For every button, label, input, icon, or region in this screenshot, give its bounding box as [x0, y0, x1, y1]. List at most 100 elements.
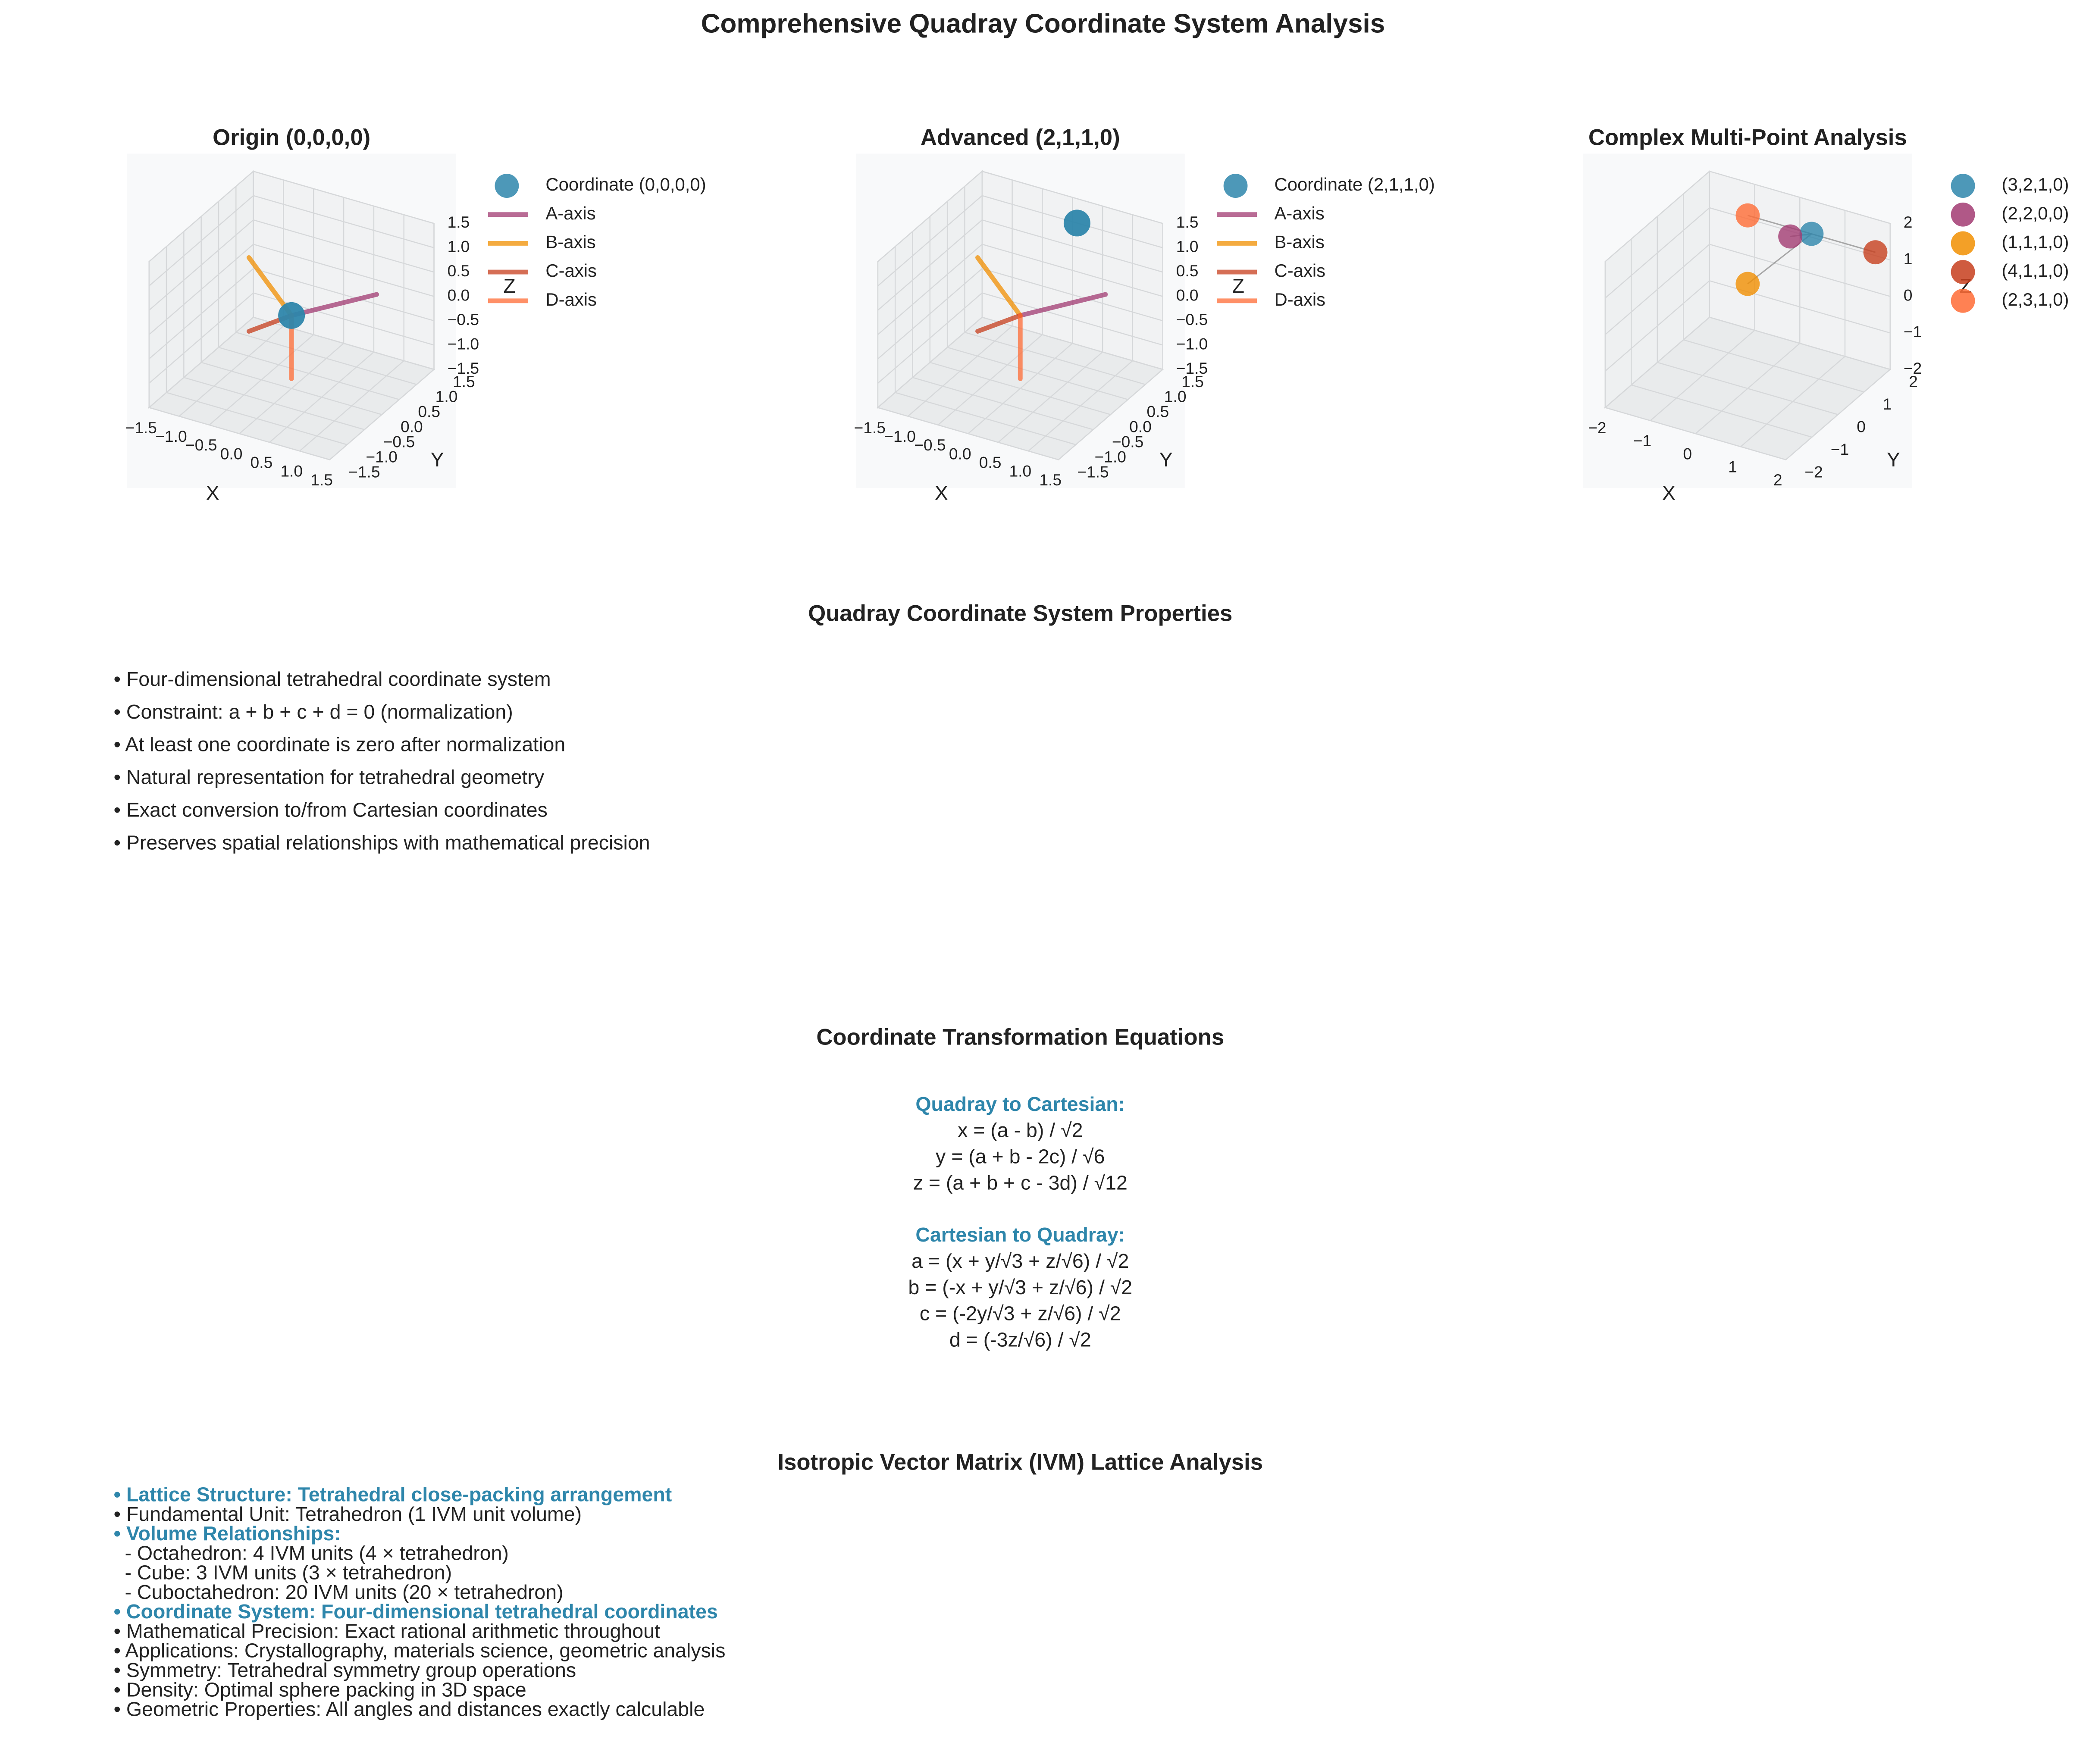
- legend-label: A-axis: [545, 203, 595, 223]
- grid-line: [982, 316, 1163, 370]
- subplot-title: Origin (0,0,0,0): [213, 125, 370, 150]
- axis-line: [975, 255, 1023, 318]
- legend-label: (1,1,1,0): [2002, 231, 2069, 252]
- z-tick-label: −0.5: [1176, 310, 1208, 328]
- ivm-line: • Fundamental Unit: Tetrahedron (1 IVM u…: [114, 1503, 582, 1525]
- grid-line: [877, 244, 983, 335]
- z-tick-label: −2: [1904, 359, 1922, 377]
- ivm-line: • Mathematical Precision: Exact rational…: [114, 1620, 660, 1642]
- subplot-title: Advanced (2,1,1,0): [921, 125, 1120, 150]
- grid-line: [965, 332, 1146, 385]
- grid-line: [148, 195, 254, 287]
- grid-line: [1631, 384, 1812, 438]
- ivm-line: • Density: Optimal sphere packing in 3D …: [114, 1678, 526, 1701]
- grid-line: [877, 195, 983, 287]
- z-tick-label: 1.5: [1176, 213, 1199, 231]
- z-tick-label: 0.0: [448, 286, 470, 304]
- grid-line: [982, 268, 1163, 322]
- grid-line: [253, 244, 434, 297]
- y-tick-label: −1.5: [348, 463, 380, 481]
- equation: b = (-x + y/√3 + z/√6) / √2: [908, 1276, 1132, 1298]
- grid-line: [253, 268, 434, 322]
- x-axis-label: X: [1662, 482, 1676, 504]
- grid-line: [982, 171, 1163, 224]
- data-point: [1735, 203, 1760, 228]
- y-tick-label: 1.0: [1164, 388, 1187, 406]
- grid-line: [1683, 339, 1864, 393]
- property-item: • Preserves spatial relationships with m…: [114, 832, 650, 854]
- grid-line: [148, 292, 254, 384]
- section-title: Isotropic Vector Matrix (IVM) Lattice An…: [777, 1450, 1263, 1475]
- y-tick-label: 0.5: [418, 403, 440, 421]
- grid-line: [1709, 316, 1891, 370]
- grid-line: [166, 392, 348, 445]
- legend-marker: [1951, 288, 1975, 313]
- section-title: Quadray Coordinate System Properties: [808, 601, 1232, 626]
- z-tick-label: −1.0: [448, 335, 479, 353]
- data-point: [1863, 240, 1888, 265]
- data-point: [1735, 272, 1760, 296]
- axis-line: [975, 313, 1023, 334]
- legend-marker: [495, 174, 519, 198]
- x-tick-label: −1.5: [854, 419, 886, 437]
- y-tick-label: −1: [1831, 440, 1849, 458]
- z-tick-label: −1: [1904, 322, 1922, 341]
- grid-line: [877, 407, 1059, 460]
- z-tick-label: 2: [1904, 213, 1913, 231]
- z-tick-label: 0.0: [1176, 286, 1199, 304]
- legend-label: C-axis: [1275, 260, 1326, 281]
- x-axis-label: X: [206, 482, 219, 504]
- legend-label: (2,2,0,0): [2002, 203, 2069, 223]
- x-tick-label: 1: [1728, 458, 1737, 476]
- legend-label: C-axis: [545, 260, 597, 281]
- z-tick-label: 0: [1904, 286, 1913, 304]
- legend-label: (4,1,1,0): [2002, 260, 2069, 281]
- x-tick-label: 0.0: [220, 444, 243, 463]
- equation-heading: Cartesian to Quadray:: [915, 1223, 1125, 1246]
- y-tick-label: −1.0: [1095, 447, 1126, 466]
- z-tick-label: 1.0: [448, 238, 470, 256]
- x-tick-label: −1.0: [155, 427, 187, 445]
- grid-line: [877, 268, 983, 360]
- equation: d = (-3z/√6) / √2: [949, 1328, 1091, 1351]
- legend-label: D-axis: [1275, 289, 1326, 310]
- legend-label: A-axis: [1275, 203, 1325, 223]
- data-point: [1063, 210, 1090, 237]
- grid-line: [148, 219, 254, 311]
- x-tick-label: −2: [1588, 419, 1606, 437]
- x-tick-label: −1.0: [884, 427, 915, 445]
- ivm-line: - Octahedron: 4 IVM units (4 × tetrahedr…: [114, 1542, 509, 1564]
- x-tick-label: −1.5: [125, 419, 157, 437]
- grid-line: [148, 268, 254, 360]
- grid-line: [1605, 207, 1710, 299]
- x-tick-label: 2: [1773, 471, 1782, 489]
- legend-label: B-axis: [545, 231, 595, 252]
- y-tick-label: −0.5: [383, 432, 415, 450]
- grid-line: [1605, 407, 1786, 460]
- z-tick-label: 0.5: [448, 262, 470, 280]
- grid-line: [912, 377, 1093, 430]
- ivm-line: - Cuboctahedron: 20 IVM units (20 × tetr…: [114, 1581, 564, 1603]
- grid-line: [930, 362, 1111, 415]
- legend-label: D-axis: [545, 289, 597, 310]
- y-tick-label: 0: [1857, 418, 1866, 436]
- grid-line: [895, 392, 1076, 445]
- grid-line: [184, 377, 365, 430]
- x-tick-label: 1.5: [1039, 471, 1062, 489]
- y-axis-label: Y: [1159, 448, 1173, 471]
- y-tick-label: 1: [1883, 395, 1892, 413]
- legend-marker: [1951, 202, 1975, 227]
- ivm-line: • Lattice Structure: Tetrahedral close-p…: [114, 1483, 672, 1505]
- grid-line: [148, 317, 254, 408]
- x-tick-label: 0: [1683, 444, 1692, 463]
- z-tick-label: 0.5: [1176, 262, 1199, 280]
- equation: y = (a + b - 2c) / √6: [936, 1145, 1105, 1168]
- grid-line: [877, 317, 983, 408]
- equation: c = (-2y/√3 + z/√6) / √2: [920, 1302, 1121, 1325]
- data-point: [1799, 222, 1824, 246]
- y-tick-label: 0.0: [401, 418, 423, 436]
- x-tick-label: 0.5: [979, 454, 1002, 472]
- legend-label: (3,2,1,0): [2002, 174, 2069, 194]
